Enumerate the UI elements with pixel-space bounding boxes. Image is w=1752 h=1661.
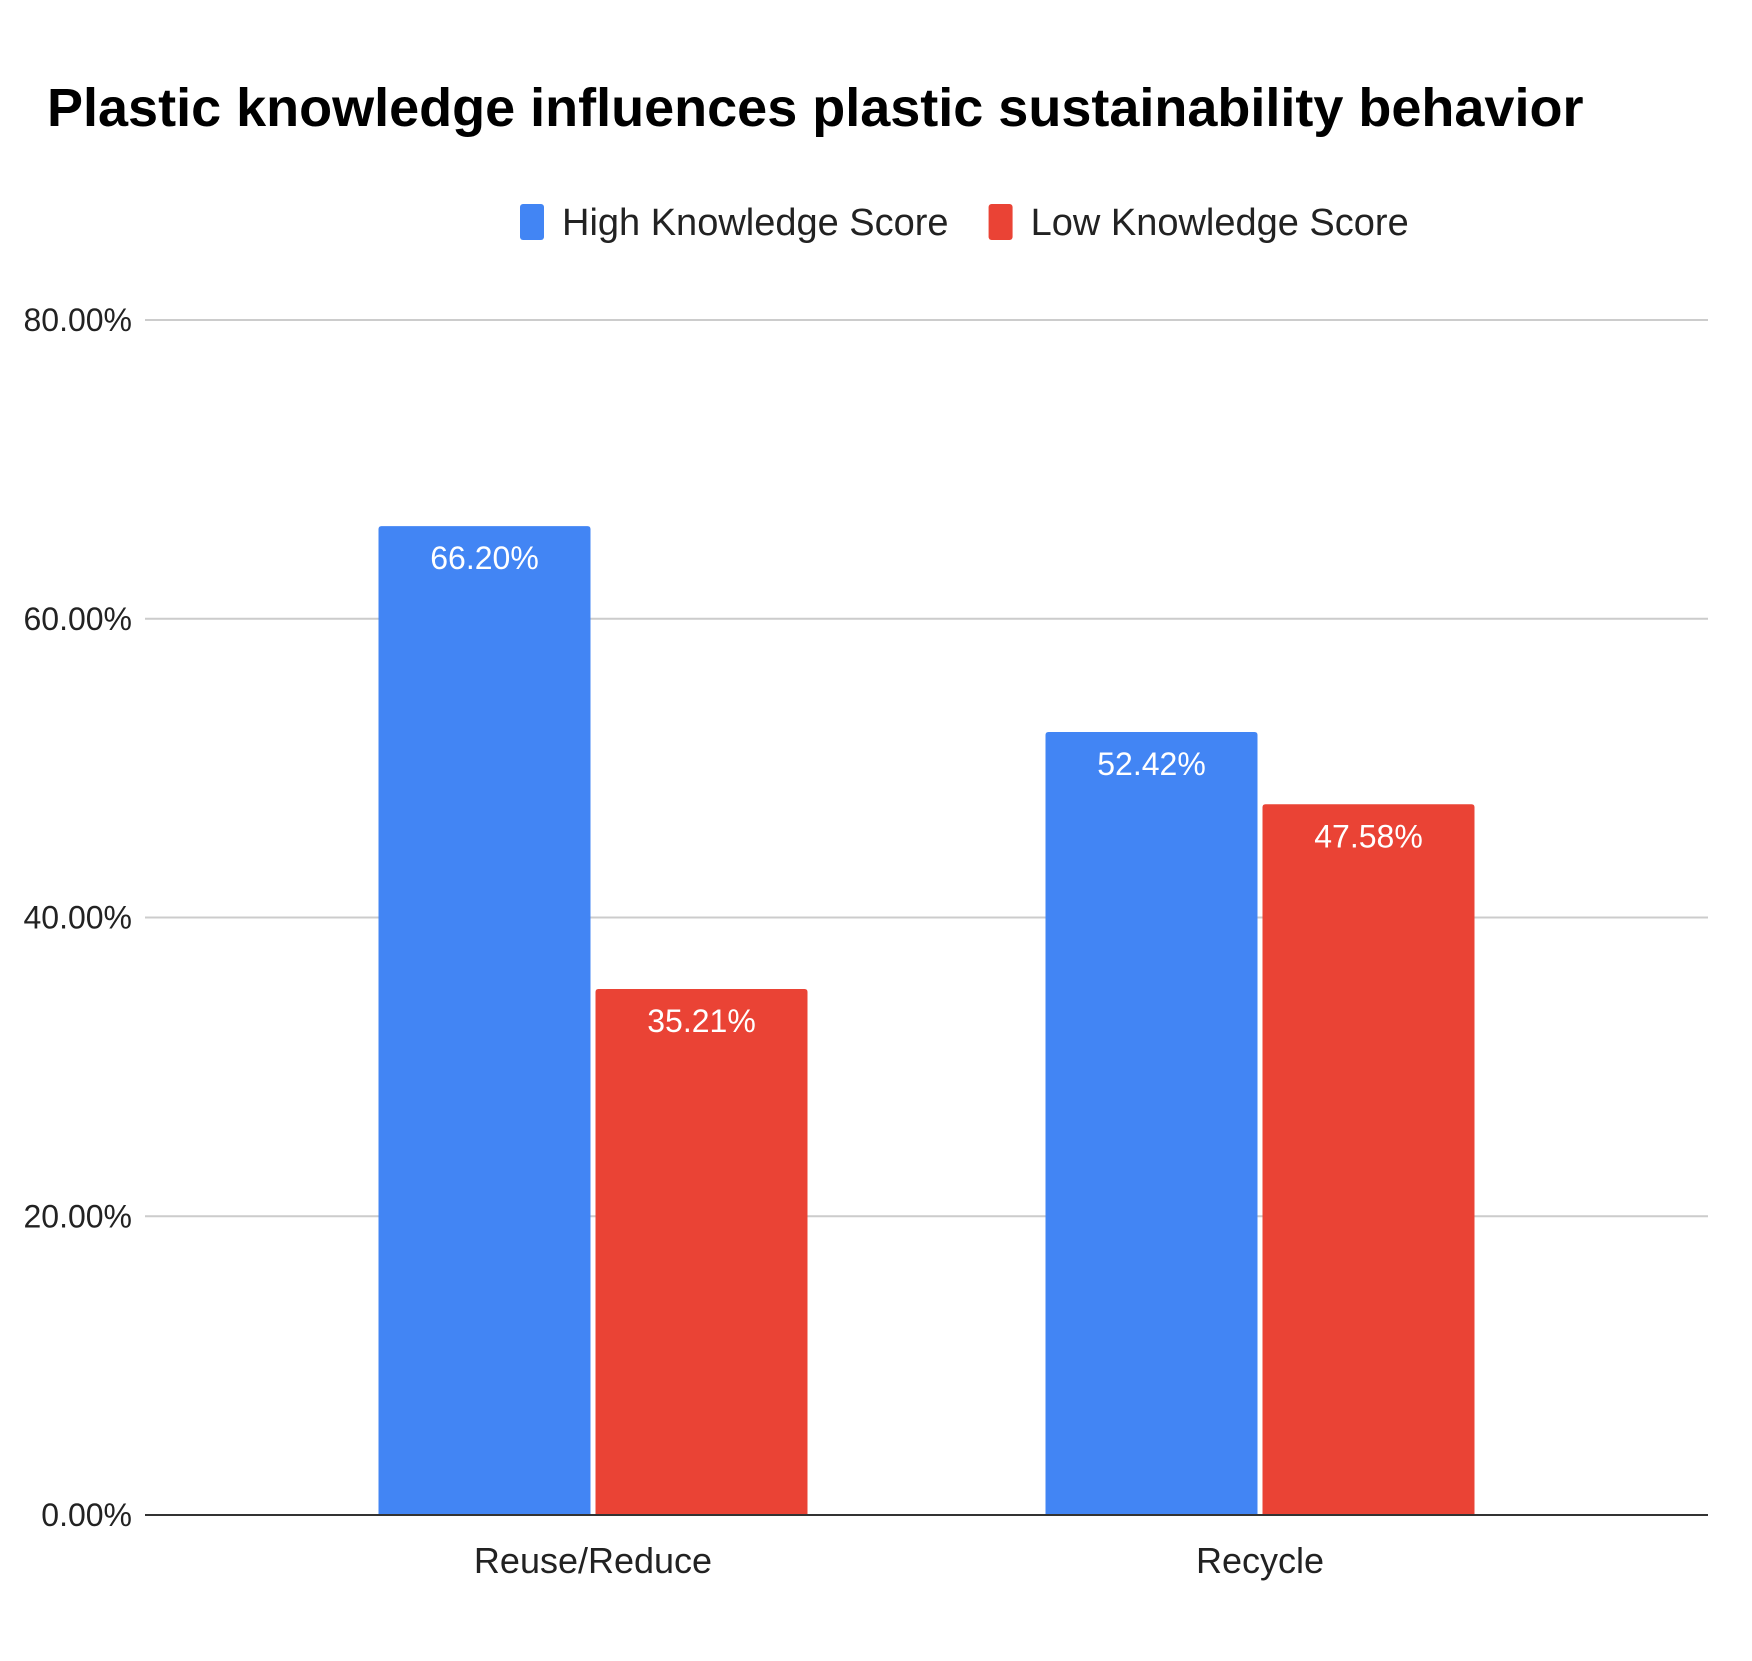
y-tick-label: 80.00% — [23, 302, 132, 338]
y-axis-ticks: 0.00% 20.00% 40.00% 60.00% 80.00% — [23, 302, 132, 1533]
bar-value-label: 52.42% — [1097, 746, 1206, 782]
bar-high-1 — [1045, 731, 1258, 1515]
legend-label: Low Knowledge Score — [1031, 202, 1409, 244]
bars — [378, 526, 1475, 1515]
legend-label: High Knowledge Score — [562, 202, 949, 244]
bar-value-label: 35.21% — [647, 1003, 756, 1039]
y-tick-label: 20.00% — [23, 1198, 132, 1234]
bar-high-0 — [378, 526, 591, 1515]
legend: High Knowledge Score Low Knowledge Score — [520, 202, 1409, 244]
legend-swatch-low — [988, 204, 1013, 240]
legend-swatch-high — [520, 204, 544, 240]
bar-low-0 — [595, 989, 808, 1515]
x-category-label: Recycle — [1196, 1540, 1324, 1581]
data-labels: 66.20% 35.21% 52.42% 47.58% — [430, 540, 1423, 1039]
y-tick-label: 60.00% — [23, 601, 132, 637]
chart-title: Plastic knowledge influences plastic sus… — [47, 78, 1583, 138]
y-tick-label: 40.00% — [23, 900, 132, 936]
bar-low-1 — [1262, 804, 1475, 1515]
y-tick-label: 0.00% — [41, 1497, 132, 1533]
x-axis-categories: Reuse/Reduce Recycle — [474, 1540, 1324, 1581]
x-category-label: Reuse/Reduce — [474, 1540, 712, 1581]
bar-value-label: 66.20% — [430, 540, 539, 576]
bar-value-label: 47.58% — [1314, 818, 1423, 854]
